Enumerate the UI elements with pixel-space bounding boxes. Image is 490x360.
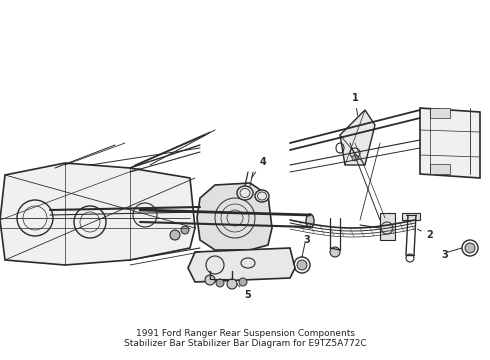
- Text: 2: 2: [417, 229, 433, 240]
- Text: 3: 3: [304, 235, 310, 245]
- Polygon shape: [340, 110, 375, 165]
- Polygon shape: [430, 108, 450, 118]
- Circle shape: [205, 275, 215, 285]
- Polygon shape: [402, 213, 420, 220]
- Circle shape: [239, 278, 247, 286]
- Text: 5: 5: [237, 284, 251, 300]
- Polygon shape: [430, 164, 450, 174]
- Ellipse shape: [306, 214, 314, 228]
- Polygon shape: [380, 213, 395, 240]
- Polygon shape: [420, 108, 480, 178]
- Circle shape: [352, 155, 358, 161]
- Polygon shape: [197, 183, 272, 250]
- Text: 1991 Ford Ranger Rear Suspension Components
Stabilizer Bar Stabilizer Bar Diagra: 1991 Ford Ranger Rear Suspension Compone…: [123, 329, 367, 348]
- Ellipse shape: [237, 186, 253, 200]
- Circle shape: [465, 243, 475, 253]
- Circle shape: [227, 279, 237, 289]
- Text: 4: 4: [252, 157, 267, 178]
- Polygon shape: [188, 248, 295, 282]
- Polygon shape: [0, 163, 195, 265]
- Ellipse shape: [255, 190, 269, 202]
- Circle shape: [181, 226, 189, 234]
- Ellipse shape: [135, 207, 145, 225]
- Text: 1: 1: [352, 93, 358, 115]
- Circle shape: [330, 247, 340, 257]
- Circle shape: [297, 260, 307, 270]
- Circle shape: [170, 230, 180, 240]
- Text: 3: 3: [441, 250, 448, 260]
- Circle shape: [216, 279, 224, 287]
